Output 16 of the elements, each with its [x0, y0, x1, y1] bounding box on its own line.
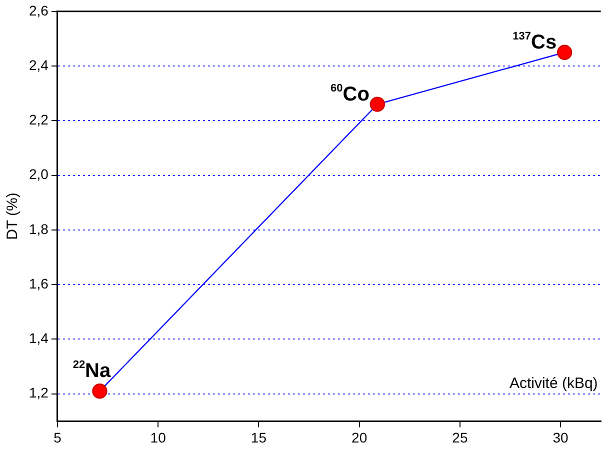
x-tick-label: 20 — [352, 429, 368, 446]
y-tick-label: 2,0 — [28, 166, 49, 182]
y-tick-label: 2,4 — [28, 56, 49, 73]
y-tick-label: 2,2 — [28, 112, 49, 128]
x-tick-label: 30 — [552, 429, 569, 446]
y-tick-label: 1,8 — [28, 220, 49, 237]
y-tick-label: 2,6 — [28, 2, 49, 18]
y-tick-label: 1,4 — [28, 330, 49, 346]
x-tick-label: 10 — [150, 429, 166, 446]
x-tick-label: 25 — [452, 429, 468, 446]
y-tick-label: 1,6 — [28, 275, 49, 292]
x-tick-label: 15 — [250, 429, 267, 446]
y-tick-label: 1,2 — [28, 384, 49, 401]
y-axis-title: DT (%) — [4, 192, 22, 240]
x-axis-title: Activité (kBq) — [509, 374, 598, 392]
x-tick-label: 5 — [54, 429, 62, 446]
